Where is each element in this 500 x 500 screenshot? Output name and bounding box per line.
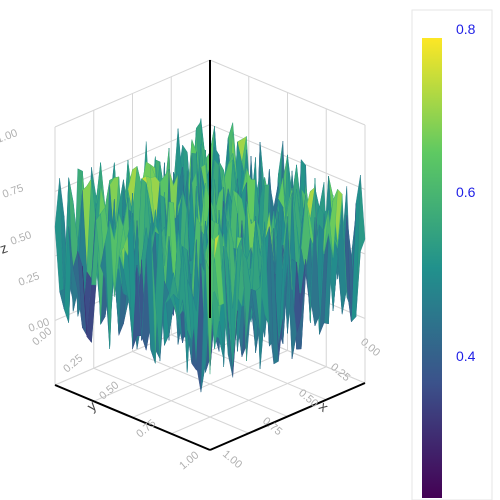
x-axis-line xyxy=(54,384,211,451)
surface xyxy=(54,118,366,393)
grid-line xyxy=(132,351,288,417)
grid-line xyxy=(171,366,327,435)
grid-line xyxy=(54,59,211,128)
grid-line xyxy=(93,367,249,434)
colorbar-tick-label: 0.8 xyxy=(456,21,476,37)
colorbar-tick-label: 0.4 xyxy=(456,348,476,364)
y-axis-line xyxy=(209,382,366,451)
axis-lines xyxy=(54,60,366,451)
colorbar-tick-label: 0.6 xyxy=(456,184,476,200)
z-axis-title: z xyxy=(0,239,10,256)
colorbar-gradient xyxy=(422,38,442,498)
grid-line xyxy=(209,59,366,126)
